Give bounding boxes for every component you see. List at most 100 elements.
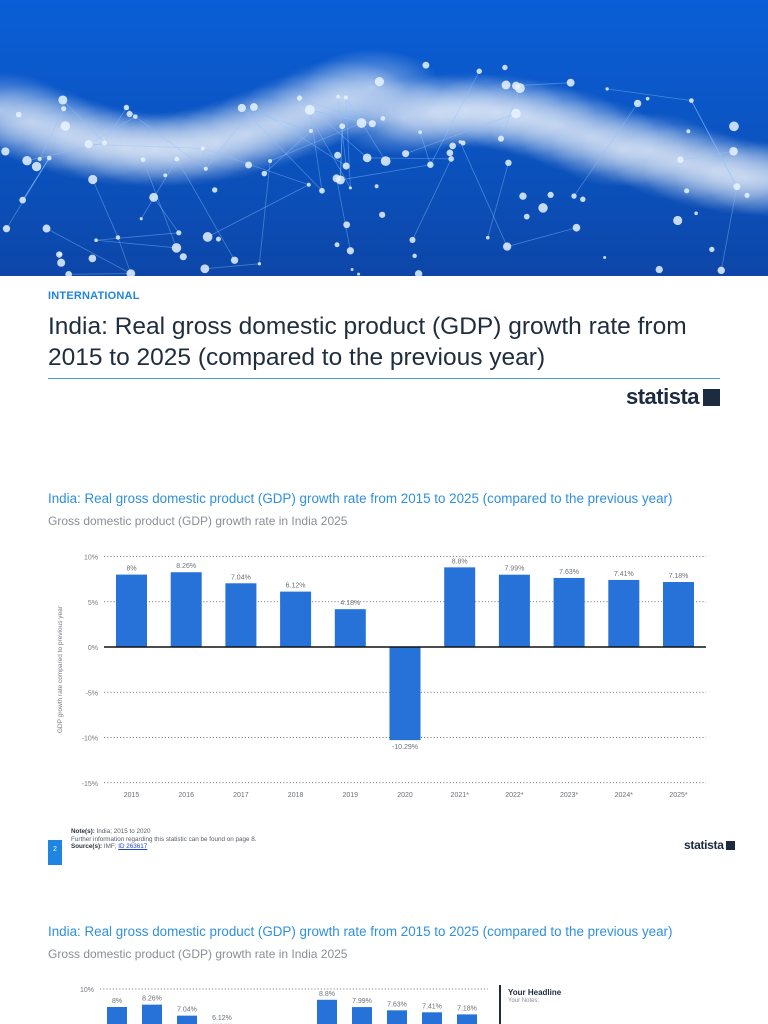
hero-mesh-line — [22, 157, 50, 201]
hero-mesh-node — [296, 95, 303, 101]
hero-mesh-line — [241, 107, 323, 192]
bar — [389, 647, 421, 741]
chart-subtitle: Gross domestic product (GDP) growth rate… — [48, 514, 348, 528]
hero-mesh-node — [215, 236, 221, 242]
hero-mesh-node — [334, 242, 340, 248]
hero-mesh-node — [497, 135, 504, 142]
hero-mesh-node — [139, 217, 143, 221]
y-tick-label: -5% — [86, 690, 98, 697]
hero-mesh-node — [88, 254, 97, 263]
statista-wordmark: statista — [626, 384, 700, 409]
hero-mesh-node — [684, 188, 690, 194]
hero-mesh-line — [405, 113, 517, 154]
hero-mesh-line — [345, 97, 351, 188]
hero-mesh-node — [502, 64, 508, 71]
hero-mesh-node — [380, 116, 386, 121]
hero-mesh-node — [65, 270, 73, 276]
chart-subtitle-2: Gross domestic product (GDP) growth rate… — [48, 947, 348, 961]
hero-mesh-node — [519, 192, 527, 200]
hero-mesh-line — [340, 164, 431, 181]
hero-mesh-node — [402, 150, 410, 158]
hero-mesh-node — [343, 95, 348, 100]
hero-mesh-node — [566, 78, 575, 87]
hero-mesh-node — [414, 270, 423, 276]
hero-mesh-node — [374, 184, 379, 189]
hero-mesh-node — [368, 120, 376, 128]
x-tick-label: 2022* — [505, 792, 524, 799]
hero-mesh-line — [691, 100, 738, 187]
hero-mesh-node — [304, 104, 315, 115]
hero-mesh-node — [332, 174, 341, 183]
hero-mesh-node — [163, 173, 168, 178]
y-tick-label: 5% — [88, 600, 98, 607]
hero-mesh-line — [88, 143, 203, 149]
bar — [352, 1007, 372, 1024]
source-text: IMF; — [103, 843, 117, 850]
hero-mesh-node — [744, 192, 750, 198]
hero-mesh-node — [446, 149, 454, 157]
source-label: Source(s): — [71, 843, 103, 850]
bar — [280, 591, 312, 647]
hero-mesh-line — [309, 109, 323, 191]
hero-mesh-line — [507, 227, 577, 247]
hero-mesh-line — [269, 122, 362, 162]
side-panel-notes: Your Notes: — [508, 998, 540, 1004]
hero-mesh-line — [117, 237, 132, 274]
hero-mesh-line — [367, 157, 452, 160]
statista-logo-icon-small — [725, 840, 735, 850]
hero-mesh-node — [603, 255, 607, 259]
data-label: 6.12% — [286, 583, 306, 590]
y-tick-label: 10% — [80, 987, 94, 994]
hero-mesh-node — [418, 130, 422, 134]
hero-mesh-node — [449, 142, 457, 150]
hero-mesh-line — [607, 88, 692, 101]
hero-mesh-node — [200, 146, 205, 151]
x-tick-label: 2019 — [343, 792, 359, 799]
hero-mesh-node — [677, 156, 684, 163]
document-title: India: Real gross domestic product (GDP)… — [48, 313, 687, 371]
hero-mesh-line — [96, 232, 179, 241]
y-tick-label: -10% — [82, 736, 98, 743]
hero-mesh-node — [123, 104, 130, 111]
hero-mesh-line — [207, 184, 309, 238]
hero-mesh-node — [346, 247, 355, 255]
hero-mesh-line — [62, 99, 105, 144]
title-divider — [48, 378, 720, 379]
source-id-link[interactable]: ID 263617 — [118, 843, 148, 850]
hero-mesh-node — [580, 196, 586, 203]
hero-mesh-node — [133, 114, 138, 119]
hero-mesh-node — [306, 182, 311, 187]
hero-mesh-node — [61, 106, 67, 112]
hero-mesh-node — [485, 235, 490, 240]
section-label: INTERNATIONAL — [48, 290, 140, 302]
data-label: 8.26% — [176, 563, 196, 570]
hero-mesh-line — [204, 263, 260, 270]
hero-mesh-line — [39, 108, 65, 160]
hero-mesh-node — [268, 158, 273, 163]
hero-mesh-line — [419, 132, 431, 165]
bar — [177, 1015, 197, 1024]
hero-mesh-node — [729, 147, 738, 156]
bar — [116, 574, 147, 647]
hero-mesh-node — [250, 103, 258, 111]
hero-mesh-node — [409, 236, 416, 243]
hero-mesh-line — [345, 97, 387, 162]
hero-mesh-node — [501, 80, 511, 90]
hero-mesh-node — [46, 155, 52, 161]
hero-mesh-node — [380, 156, 391, 166]
statista-logo-icon — [703, 388, 721, 406]
hero-mesh-node — [343, 221, 351, 229]
data-label: 8.8% — [452, 558, 468, 565]
hero-mesh-line — [104, 107, 127, 144]
data-label: 7.18% — [669, 573, 689, 580]
hero-glow — [705, 142, 768, 218]
hero-mesh-line — [135, 116, 207, 170]
hero-mesh-line — [500, 87, 521, 139]
hero-mesh-node — [673, 215, 683, 226]
hero-mesh-line — [259, 160, 271, 264]
hero-mesh-node — [230, 256, 239, 264]
hero-mesh-line — [691, 100, 738, 187]
hero-mesh-node — [257, 262, 262, 266]
bar — [107, 1007, 127, 1024]
hero-mesh-node — [334, 151, 342, 159]
